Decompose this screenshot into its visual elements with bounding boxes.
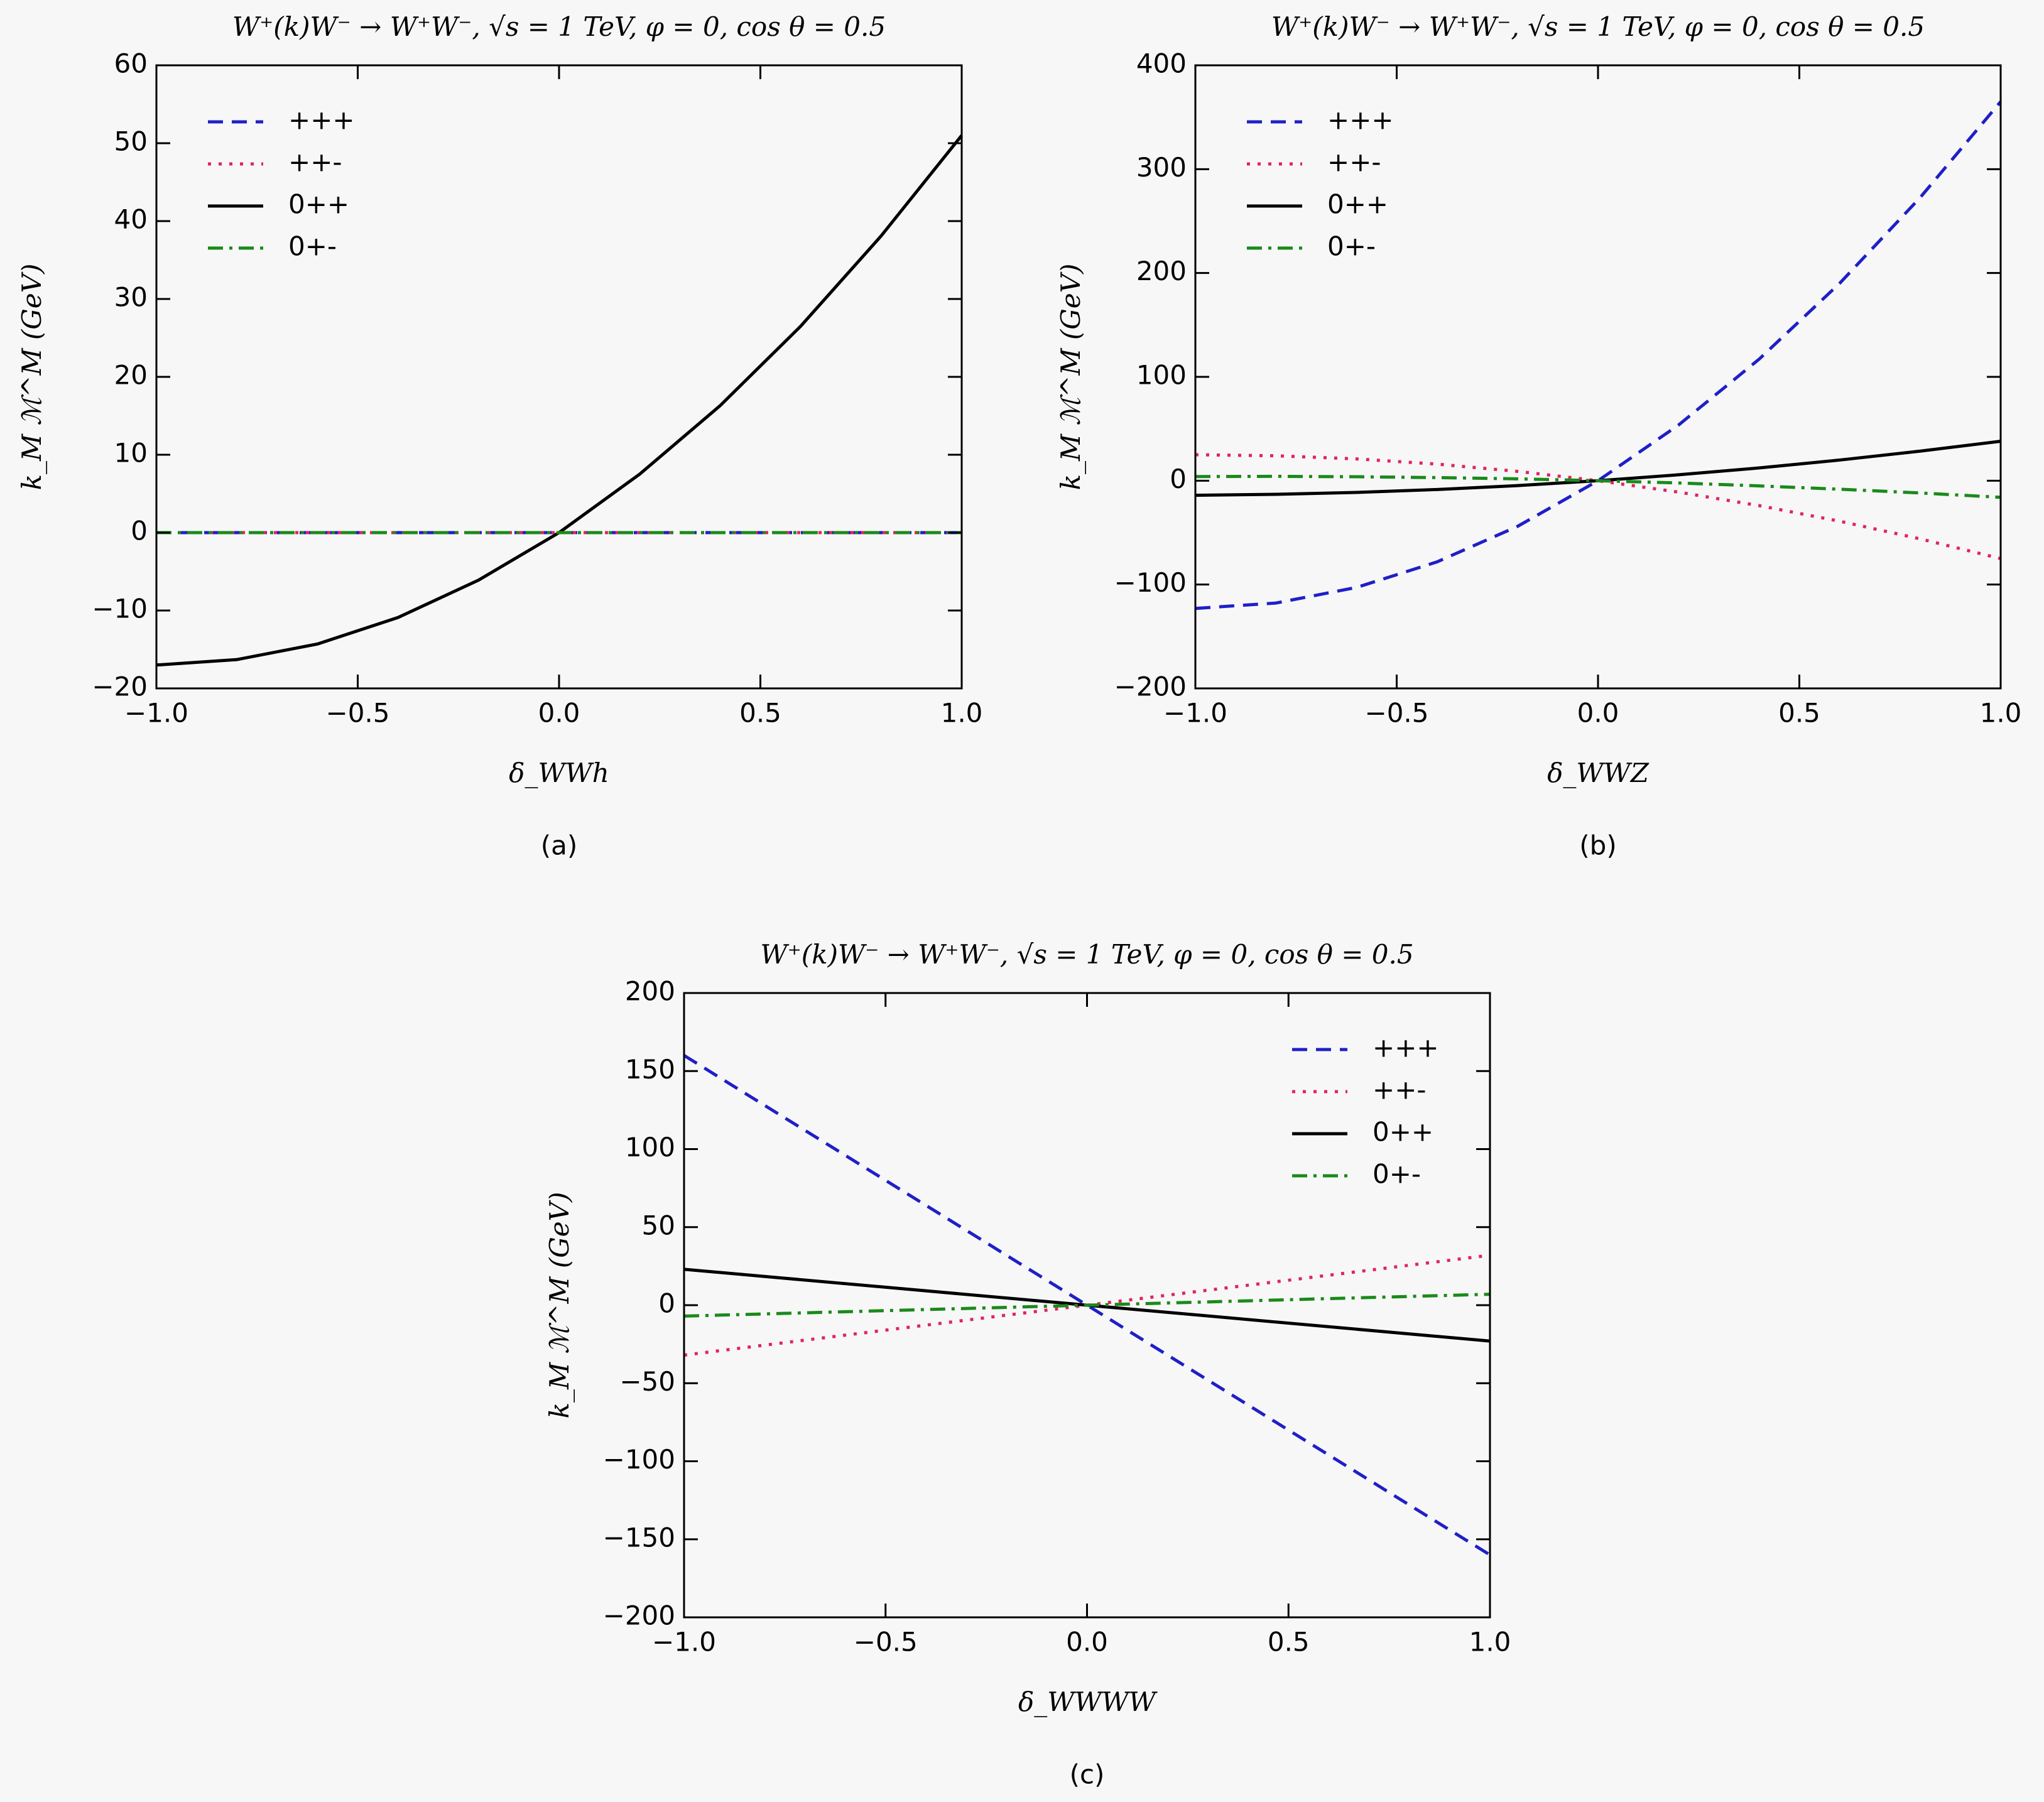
legend-label: ++- bbox=[288, 147, 342, 178]
y-axis-label: k_M ℳ^M (GeV) bbox=[16, 264, 47, 491]
x-axis-label: δ_WWh bbox=[509, 757, 609, 788]
legend-label: +++ bbox=[1373, 1033, 1439, 1063]
y-tick-label: −10 bbox=[92, 594, 148, 624]
caption: (a) bbox=[541, 830, 578, 861]
x-tick-label: 0.0 bbox=[1577, 698, 1619, 729]
legend-label: 0+- bbox=[1327, 231, 1376, 262]
y-tick-label: 40 bbox=[114, 204, 148, 235]
panel: W⁺(k)W⁻ → W⁺W⁻, √s = 1 TeV, φ = 0, cos θ… bbox=[1055, 11, 2021, 861]
y-tick-label: −100 bbox=[603, 1444, 675, 1475]
y-tick-label: 400 bbox=[1136, 48, 1187, 79]
y-tick-label: 50 bbox=[642, 1210, 675, 1240]
x-tick-label: −1.0 bbox=[124, 698, 188, 729]
legend-label: +++ bbox=[1327, 105, 1394, 136]
x-tick-label: −1.0 bbox=[652, 1627, 716, 1658]
y-tick-label: 100 bbox=[1136, 360, 1187, 391]
chart-title: W⁺(k)W⁻ → W⁺W⁻, √s = 1 TeV, φ = 0, cos θ… bbox=[232, 11, 886, 42]
panel: W⁺(k)W⁻ → W⁺W⁻, √s = 1 TeV, φ = 0, cos θ… bbox=[544, 939, 1511, 1790]
x-tick-label: −0.5 bbox=[1365, 698, 1429, 729]
y-tick-label: 60 bbox=[114, 48, 148, 79]
x-tick-label: 0.5 bbox=[739, 698, 781, 729]
y-tick-label: 10 bbox=[114, 438, 148, 469]
y-tick-label: 20 bbox=[114, 360, 148, 391]
legend-label: 0+- bbox=[288, 231, 337, 262]
y-tick-label: 0 bbox=[1170, 464, 1187, 494]
legend-label: 0++ bbox=[1327, 189, 1388, 220]
y-tick-label: −20 bbox=[92, 671, 148, 702]
x-tick-label: 0.0 bbox=[538, 698, 580, 729]
chart-title: W⁺(k)W⁻ → W⁺W⁻, √s = 1 TeV, φ = 0, cos θ… bbox=[1271, 11, 1925, 42]
x-tick-label: 0.0 bbox=[1066, 1627, 1108, 1658]
y-tick-label: −50 bbox=[619, 1366, 675, 1397]
x-tick-label: 0.5 bbox=[1268, 1627, 1310, 1658]
series-line bbox=[683, 1054, 1491, 1556]
x-tick-label: 1.0 bbox=[941, 698, 983, 729]
series-line bbox=[1195, 474, 2001, 499]
x-tick-label: −0.5 bbox=[326, 698, 390, 729]
legend-label: 0+- bbox=[1373, 1159, 1421, 1190]
legend-label: +++ bbox=[288, 105, 355, 136]
y-tick-label: 100 bbox=[625, 1132, 675, 1163]
caption: (c) bbox=[1070, 1759, 1105, 1790]
y-tick-label: 150 bbox=[625, 1054, 675, 1085]
y-tick-label: 0 bbox=[658, 1288, 675, 1319]
y-tick-label: −200 bbox=[1114, 671, 1187, 702]
x-tick-label: −0.5 bbox=[854, 1627, 918, 1658]
x-axis-label: δ_WWZ bbox=[1547, 757, 1650, 788]
x-axis-label: δ_WWWW bbox=[1018, 1686, 1158, 1717]
legend-label: 0++ bbox=[288, 189, 349, 220]
y-tick-label: 200 bbox=[625, 976, 675, 1007]
x-tick-label: −1.0 bbox=[1163, 698, 1227, 729]
x-tick-label: 1.0 bbox=[1980, 698, 2022, 729]
legend-label: 0++ bbox=[1373, 1117, 1433, 1148]
caption: (b) bbox=[1579, 830, 1616, 861]
y-axis-label: k_M ℳ^M (GeV) bbox=[1055, 264, 1086, 491]
series-line bbox=[683, 1293, 1491, 1318]
y-tick-label: 300 bbox=[1136, 152, 1187, 183]
y-tick-label: −100 bbox=[1114, 567, 1187, 598]
y-tick-label: 50 bbox=[114, 126, 148, 157]
legend-label: ++- bbox=[1373, 1075, 1427, 1105]
y-tick-label: −150 bbox=[603, 1522, 675, 1553]
y-axis-label: k_M ℳ^M (GeV) bbox=[544, 1192, 575, 1419]
legend-label: ++- bbox=[1327, 147, 1381, 178]
y-tick-label: 30 bbox=[114, 282, 148, 313]
y-tick-label: 200 bbox=[1136, 256, 1187, 286]
x-tick-label: 1.0 bbox=[1469, 1627, 1511, 1658]
y-tick-label: −200 bbox=[603, 1600, 675, 1631]
y-tick-label: 0 bbox=[131, 516, 148, 546]
x-tick-label: 0.5 bbox=[1778, 698, 1820, 729]
chart-title: W⁺(k)W⁻ → W⁺W⁻, √s = 1 TeV, φ = 0, cos θ… bbox=[760, 939, 1413, 970]
panel: W⁺(k)W⁻ → W⁺W⁻, √s = 1 TeV, φ = 0, cos θ… bbox=[16, 11, 982, 861]
